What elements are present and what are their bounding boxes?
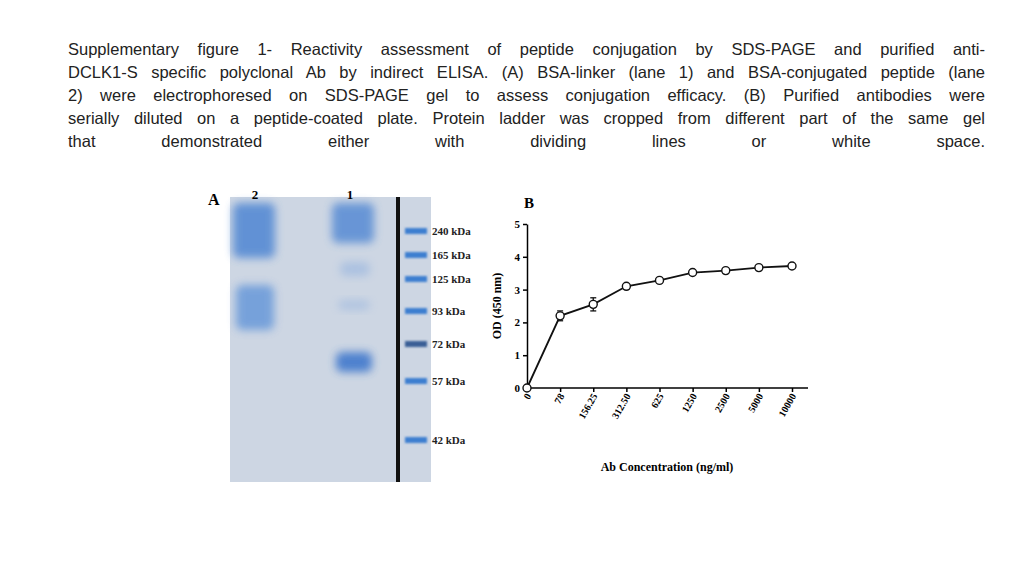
ladder-band xyxy=(405,276,427,282)
marker xyxy=(689,269,697,277)
caption-line: serially diluted on a peptide-coated pla… xyxy=(68,107,985,130)
x-tick-mark xyxy=(726,388,728,392)
caption-line: 2) were electrophoresed on SDS-PAGE gel … xyxy=(68,84,985,107)
x-tick-label: 1250 xyxy=(679,392,699,415)
x-tick: 1250 xyxy=(679,388,699,414)
ladder-label: 165 kDa xyxy=(432,249,471,261)
line xyxy=(527,266,792,388)
figure: 240 kDa 165 kDa 125 kDa 93 kDa 72 kDa 57 kDa 4… xyxy=(0,0,1024,576)
x-tick-label: 0 xyxy=(521,392,533,402)
ladder-label: 240 kDa xyxy=(432,225,471,237)
caption-line: Supplementary figure 1- Reactivity asses… xyxy=(68,38,985,61)
x-tick: 156.25 xyxy=(576,388,599,421)
gel-band xyxy=(332,203,374,243)
lane-label: 2 xyxy=(252,187,259,202)
y-tick-label: 0 xyxy=(515,382,521,394)
ladder-band xyxy=(405,252,427,258)
y-tick: 3 xyxy=(515,284,528,296)
ladder-band xyxy=(405,341,427,347)
x-tick: 625 xyxy=(649,388,666,410)
gel-band xyxy=(338,300,370,310)
y-axis: 0 1 2 3 4 5 xyxy=(515,218,528,394)
gel-band xyxy=(236,285,274,330)
caption: Supplementary figure 1- Reactivity asses… xyxy=(68,38,985,153)
ladder-band xyxy=(405,437,427,443)
x-tick-label: 625 xyxy=(649,392,666,410)
plot-area xyxy=(523,262,796,392)
marker xyxy=(788,262,796,270)
marker xyxy=(722,267,730,275)
panel-label: B xyxy=(524,195,534,211)
marker xyxy=(656,276,664,284)
ladder-label: 93 kDa xyxy=(432,305,466,317)
ladder-label: 42 kDa xyxy=(432,434,466,446)
marker xyxy=(755,264,763,272)
x-tick: 5000 xyxy=(746,388,766,414)
ladder-label: 125 kDa xyxy=(432,273,471,285)
ladder-band xyxy=(405,308,427,314)
y-tick-label: 3 xyxy=(515,284,521,296)
y-tick-label: 5 xyxy=(515,218,521,230)
x-tick-label: 2500 xyxy=(712,392,732,415)
panel-label: A xyxy=(208,191,220,208)
x-tick-mark xyxy=(792,388,794,392)
caption-line: DCLK1-S specific polyclonal Ab by indire… xyxy=(68,61,985,84)
y-tick-mark xyxy=(523,355,527,357)
x-tick-mark xyxy=(692,388,694,392)
x-axis-title: Ab Concentration (ng/ml) xyxy=(601,460,734,474)
x-tick-mark xyxy=(626,388,628,392)
caption-line: that demonstrated either with dividing l… xyxy=(68,130,985,153)
y-tick-label: 1 xyxy=(515,349,521,361)
gel-band xyxy=(233,203,275,258)
y-tick-mark xyxy=(523,289,527,291)
ladder-label: 72 kDa xyxy=(432,338,466,350)
error-cap xyxy=(590,297,596,298)
ladder-label: 57 kDa xyxy=(432,375,466,387)
x-tick-mark xyxy=(593,388,595,392)
x-tick-label: 156.25 xyxy=(576,392,599,421)
x-axis: 0 78 156.25 312.50 625 1250 2500 5000 10000 xyxy=(521,388,808,421)
divider xyxy=(396,197,400,482)
ladder-band xyxy=(405,228,427,234)
x-tick: 2500 xyxy=(712,388,732,414)
y-tick: 4 xyxy=(515,251,528,263)
x-tick-label: 5000 xyxy=(746,392,766,415)
x-tick-mark xyxy=(659,388,661,392)
x-tick: 78 xyxy=(552,388,567,406)
x-tick-mark xyxy=(759,388,761,392)
y-axis-line xyxy=(527,225,529,389)
gel-band xyxy=(336,352,372,372)
ladder-band xyxy=(405,378,427,384)
x-tick: 312.50 xyxy=(609,388,632,421)
y-tick: 2 xyxy=(515,316,528,328)
y-axis-title: OD (450 nm) xyxy=(490,273,504,340)
gel-panel xyxy=(230,197,431,482)
x-tick-label: 312.50 xyxy=(609,392,632,421)
y-tick: 1 xyxy=(515,349,528,361)
x-tick-label: 10000 xyxy=(776,392,798,419)
error-bar xyxy=(557,311,563,321)
marker xyxy=(523,384,531,392)
y-tick-label: 2 xyxy=(515,316,521,328)
gel-background xyxy=(230,197,431,482)
x-tick: 10000 xyxy=(776,388,798,419)
y-tick-mark xyxy=(523,224,527,226)
y-tick: 5 xyxy=(515,218,528,230)
y-tick-mark xyxy=(523,322,527,324)
error-cap xyxy=(590,310,596,311)
gel-band xyxy=(340,262,370,276)
y-tick-mark xyxy=(523,257,527,259)
marker xyxy=(556,312,564,320)
marker xyxy=(589,300,597,308)
error-bar xyxy=(590,298,596,311)
y-tick-label: 4 xyxy=(515,251,521,263)
marker xyxy=(622,282,630,290)
x-tick-label: 78 xyxy=(552,392,567,406)
x-tick-mark xyxy=(560,388,562,392)
x-axis-line xyxy=(527,387,808,389)
lane-label: 1 xyxy=(347,187,354,202)
